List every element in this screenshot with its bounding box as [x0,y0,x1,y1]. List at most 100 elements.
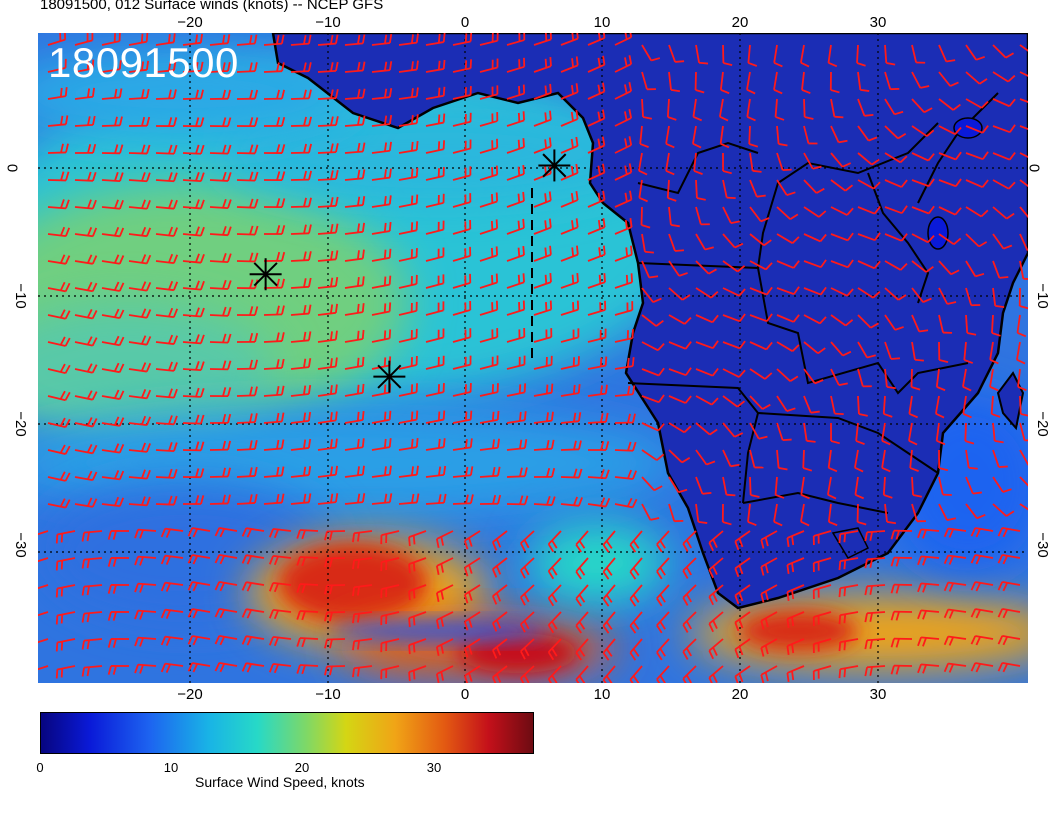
wind-barb [182,280,205,291]
wind-barb [352,611,373,624]
wind-barb [317,169,339,181]
wind-barb [864,638,886,650]
wind-barb [435,557,454,575]
wind-barb [838,665,859,679]
wind-barb [786,584,805,602]
wind-barb [47,336,71,347]
wind-barb [317,411,338,424]
wind-barb [236,117,259,128]
wind-barb [1019,476,1028,487]
wind-barb [708,665,724,683]
wind-barb [263,412,285,424]
wind-barb [708,584,724,606]
wind-barb [776,179,796,196]
wind-barb [155,388,178,399]
wind-barb [128,88,150,100]
wind-barb [884,341,901,360]
wind-barb [668,476,688,494]
wind-barb [452,466,474,478]
wind-barb [830,259,854,269]
wind-barb [838,584,859,598]
wind-barb [74,309,98,320]
wind-barb [1019,449,1028,467]
wind-barb [708,530,724,552]
wind-barb [992,179,1016,190]
wind-barb [241,527,265,538]
wind-barb [776,206,799,220]
wind-barb [641,367,665,377]
wind-barb [214,634,238,646]
wind-barb [938,260,960,276]
wind-barb [81,584,103,596]
wind-barb [547,665,562,683]
wind-barb [682,557,697,579]
wind-barb [425,355,445,370]
wind-barb [560,496,583,507]
wind-barb [547,611,562,634]
wind-barb [425,113,446,127]
wind-barb [997,527,1021,538]
wind-barb [749,179,766,198]
wind-barb [290,89,312,100]
wind-barb [560,33,579,46]
wind-barb [452,355,472,370]
wind-barb [398,465,419,478]
wind-barb [776,449,788,471]
wind-barb [324,584,346,595]
wind-barb [182,414,205,425]
wind-barb [803,98,814,120]
wind-barb [209,171,232,182]
wind-barb [970,554,994,565]
wind-barb [187,608,211,619]
wind-barb [911,314,929,333]
wind-barb [890,583,913,594]
wind-barb [290,466,312,478]
wind-barb [587,441,610,451]
wind-barb [209,226,232,237]
wind-barb [830,98,844,119]
wind-barb [776,395,796,412]
wind-barb [479,192,499,208]
wind-barb [641,314,664,327]
wind-barb [371,465,392,478]
wind-barb [263,466,285,478]
wind-barb [425,33,446,46]
wind-barb [290,277,312,289]
wind-barb [943,581,967,592]
wind-barb [452,273,472,289]
wind-barb [962,395,972,419]
wind-barb [734,530,751,551]
wind-barb [187,554,211,565]
wind-barb [74,497,98,508]
wind-barb [187,527,211,538]
wind-barb [803,314,827,325]
wind-barb [380,665,400,680]
wind-barb [722,340,746,350]
wind-barb [812,638,832,654]
wind-barb [997,662,1021,673]
wind-barb [884,233,908,242]
wind-barb [107,611,130,621]
wind-barb [290,493,312,505]
wind-barb [107,638,130,648]
wind-barb [155,33,176,46]
wind-barb [776,152,792,171]
wind-barb [371,302,392,316]
wind-barb [398,167,419,181]
wind-barb [917,636,940,647]
wind-barb [47,254,71,265]
wind-barb [155,441,178,453]
wind-barb [890,637,913,648]
wind-barb [371,329,392,343]
wind-barb [492,557,508,578]
wind-barb [668,395,692,404]
wind-barb [134,609,157,620]
wind-barb [371,195,392,208]
wind-barb [641,98,653,120]
wind-barb [857,152,880,166]
wind-barb [560,163,579,181]
wind-barb [695,340,719,350]
wind-barb [101,171,124,182]
wind-barb [666,179,677,202]
wind-barb [776,314,800,323]
